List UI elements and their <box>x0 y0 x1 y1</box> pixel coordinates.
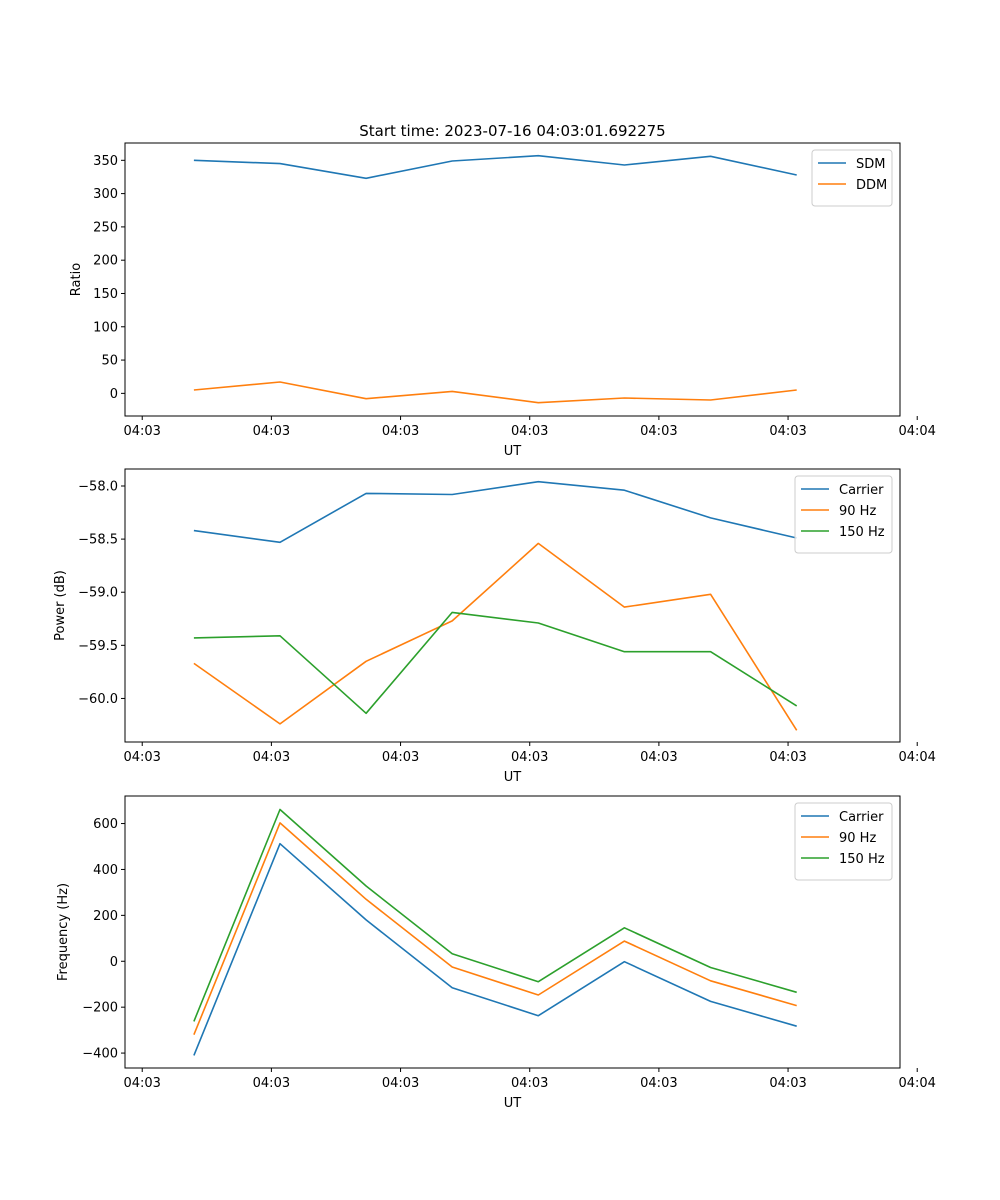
x-tick-label: 04:03 <box>382 1076 419 1091</box>
y-tick-label: −200 <box>82 1001 118 1016</box>
x-tick-label: 04:03 <box>253 1076 290 1091</box>
x-axis-label: UT <box>504 444 522 459</box>
y-axis-label: Frequency (Hz) <box>56 883 71 981</box>
plot-frame <box>124 795 901 1069</box>
chart-3: 04:03 04:03 04:03 04:03 04:03 04:03 04:04 −400 −… <box>56 795 936 1111</box>
x-tick-label: 04:03 <box>123 424 160 439</box>
y-tick-label: 100 <box>93 320 118 335</box>
x-tick-label: 04:04 <box>898 750 935 765</box>
y-axis-label: Power (dB) <box>53 570 68 641</box>
series-line-sdm <box>193 154 797 180</box>
y-tick-label: 200 <box>93 909 118 924</box>
chart-1: Start time: 2023-07-16 04:03:01.692275 04… <box>69 122 936 459</box>
y-tick-label: 250 <box>93 220 118 235</box>
legend-box <box>811 149 893 207</box>
y-tick-label: 50 <box>101 354 118 369</box>
legend-label: 90 Hz <box>839 504 876 519</box>
y-tick-label: −60.0 <box>78 692 118 707</box>
series-line-carrier <box>193 842 797 1056</box>
x-axis-label: UT <box>504 1096 522 1111</box>
legend-label: SDM <box>856 157 885 172</box>
y-tick-label: −58.0 <box>78 479 118 494</box>
series-line-150-hz <box>193 611 798 715</box>
x-tick-label: 04:03 <box>382 750 419 765</box>
y-tick-label: −59.5 <box>78 639 118 654</box>
y-tick-label: 300 <box>93 187 118 202</box>
y-tick-label: −59.0 <box>78 586 118 601</box>
x-tick-label: 04:03 <box>123 1076 160 1091</box>
series-line-150-hz <box>193 808 797 1022</box>
series-line-carrier <box>193 480 797 544</box>
x-tick-label: 04:03 <box>640 750 677 765</box>
x-tick-label: 04:03 <box>253 750 290 765</box>
x-tick-label: 04:03 <box>640 424 677 439</box>
x-tick-label: 04:03 <box>253 424 290 439</box>
plot-frame <box>124 142 901 417</box>
x-tick-label: 04:03 <box>769 750 806 765</box>
y-axis-label: Ratio <box>69 263 84 296</box>
x-tick-label: 04:03 <box>769 424 806 439</box>
legend-label: Carrier <box>839 483 884 498</box>
y-tick-label: 0 <box>110 955 118 970</box>
y-tick-label: −58.5 <box>78 533 118 548</box>
x-tick-label: 04:03 <box>382 424 419 439</box>
legend: Carrier 90 Hz 150 Hz <box>794 475 893 554</box>
x-axis-label: UT <box>504 770 522 785</box>
legend-box <box>794 475 893 554</box>
y-tick-label: 350 <box>93 154 118 169</box>
legend-label: 150 Hz <box>839 852 885 867</box>
legend-label: 150 Hz <box>839 525 885 540</box>
x-tick-label: 04:03 <box>511 1076 548 1091</box>
y-tick-label: 200 <box>93 254 118 269</box>
y-tick-label: 600 <box>93 817 118 832</box>
series-line-ddm <box>193 381 797 404</box>
legend-label: Carrier <box>839 810 884 825</box>
x-tick-label: 04:03 <box>640 1076 677 1091</box>
x-tick-label: 04:03 <box>123 750 160 765</box>
x-tick-label: 04:03 <box>511 750 548 765</box>
series-line-90-hz <box>193 542 798 731</box>
x-tick-label: 04:04 <box>898 1076 935 1091</box>
y-tick-label: −400 <box>82 1047 118 1062</box>
y-tick-label: 0 <box>110 387 118 402</box>
chart-title: Start time: 2023-07-16 04:03:01.692275 <box>359 122 665 140</box>
plot-frame <box>124 468 901 743</box>
x-tick-label: 04:03 <box>769 1076 806 1091</box>
legend-box <box>794 802 893 881</box>
chart-2: 04:03 04:03 04:03 04:03 04:03 04:03 04:04 −60.0… <box>53 468 936 785</box>
y-tick-label: 150 <box>93 287 118 302</box>
legend-label: 90 Hz <box>839 831 876 846</box>
x-tick-label: 04:04 <box>898 424 935 439</box>
legend-label: DDM <box>856 178 887 193</box>
y-tick-label: 400 <box>93 863 118 878</box>
x-tick-label: 04:03 <box>511 424 548 439</box>
legend: Carrier 90 Hz 150 Hz <box>794 802 893 881</box>
legend: SDM DDM <box>811 149 893 207</box>
series-line-90-hz <box>193 822 797 1036</box>
